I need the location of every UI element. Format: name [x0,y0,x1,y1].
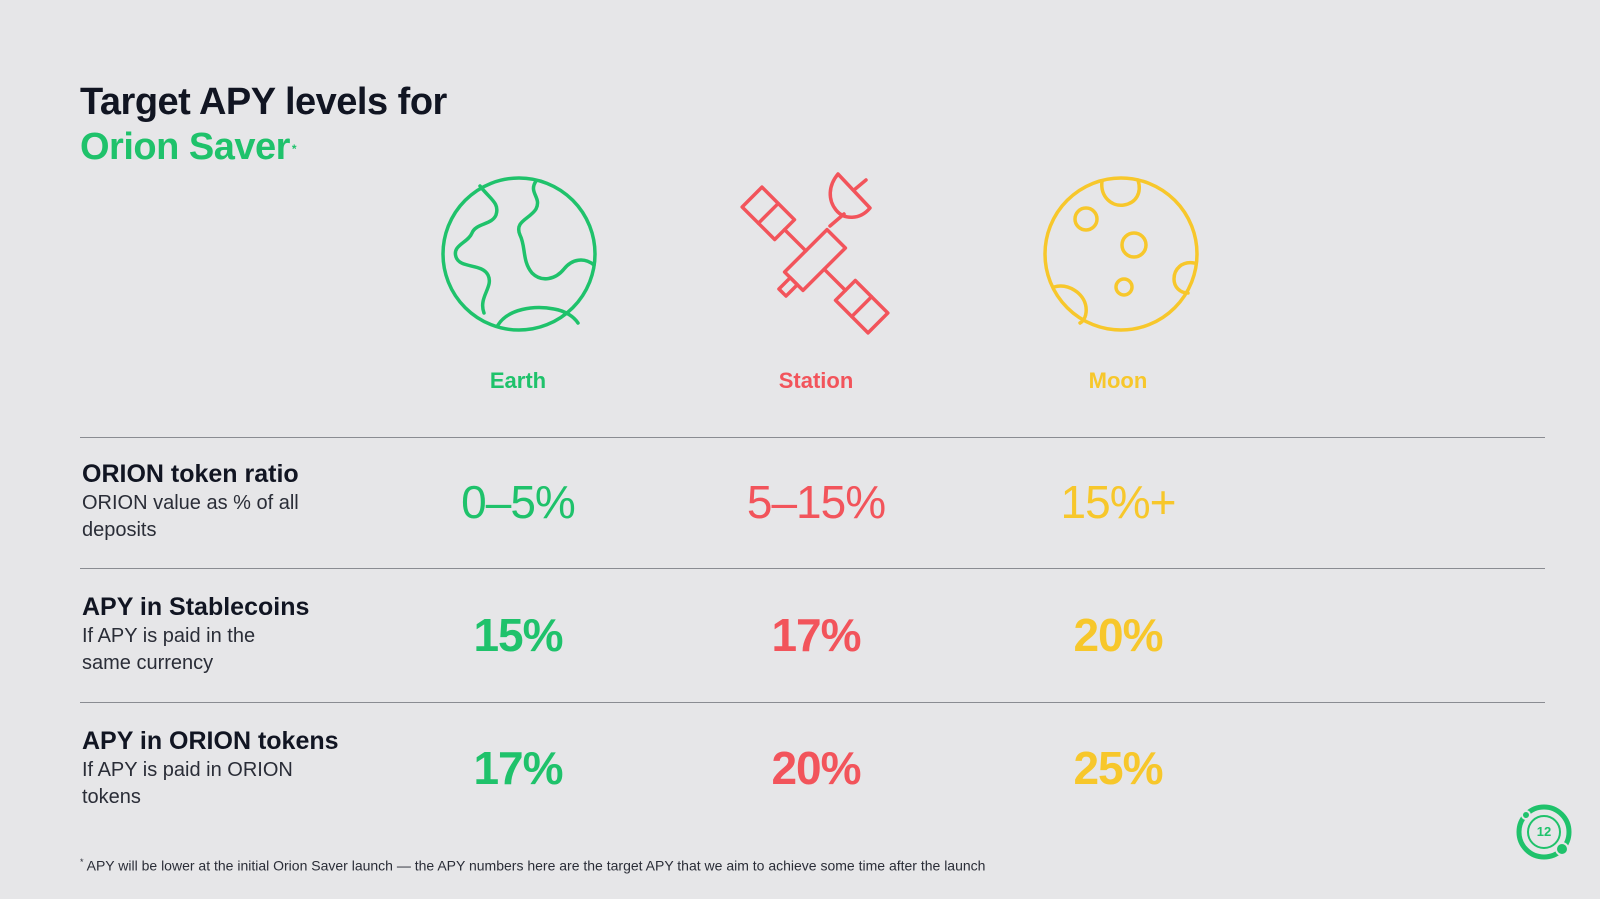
footnote-text: APY will be lower at the initial Orion S… [83,857,986,874]
moon-icon [1043,176,1199,332]
column-header-station: Station [778,368,854,393]
table-cell-station: 17% [771,609,861,661]
page-number-badge: 12 [1515,803,1573,861]
table-cell-station: 20% [771,742,861,794]
table-divider [80,702,1545,703]
table-cell-earth: 15% [473,609,563,661]
satellite-icon [740,172,890,335]
row-title: APY in Stablecoins [82,593,310,621]
table-cell-moon: 15%+ [1060,476,1177,528]
title-footnote-marker: * [291,142,297,156]
earth-icon [441,176,597,332]
column-header-earth: Earth [489,368,547,393]
page-title: Target APY levels for Orion Saver * [80,80,447,170]
row-title: ORION token ratio [82,460,299,488]
row-subtitle: If APY is paid in ORION tokens [82,759,293,808]
title-product-name: Orion Saver [80,126,290,168]
table-cell-moon: 25% [1073,742,1163,794]
row-label-token-ratio: ORION token ratio ORION value as % of al… [82,458,302,544]
table-cell-earth: 17% [473,742,563,794]
table-cell-earth: 0–5% [461,476,576,528]
title-line-1: Target APY levels for [80,81,447,123]
footnote: * APY will be lower at the initial Orion… [80,857,985,874]
column-header-moon: Moon [1088,368,1148,393]
row-subtitle: If APY is paid in the same currency [82,625,256,674]
row-label-apy-stablecoins: APY in Stablecoins If APY is paid in the… [82,591,309,677]
row-label-apy-orion-tokens: APY in ORION tokens If APY is paid in OR… [82,725,339,811]
table-divider [80,437,1545,438]
row-title: APY in ORION tokens [82,727,339,755]
orion-logo-icon [1516,804,1572,860]
page-number: 12 [1536,824,1552,839]
footnote-marker: * [80,857,84,867]
row-subtitle: ORION value as % of all deposits [82,492,299,541]
table-cell-station: 5–15% [746,476,886,528]
title-line-2: Orion Saver * [80,125,447,170]
table-cell-moon: 20% [1073,609,1163,661]
table-divider [80,568,1545,569]
